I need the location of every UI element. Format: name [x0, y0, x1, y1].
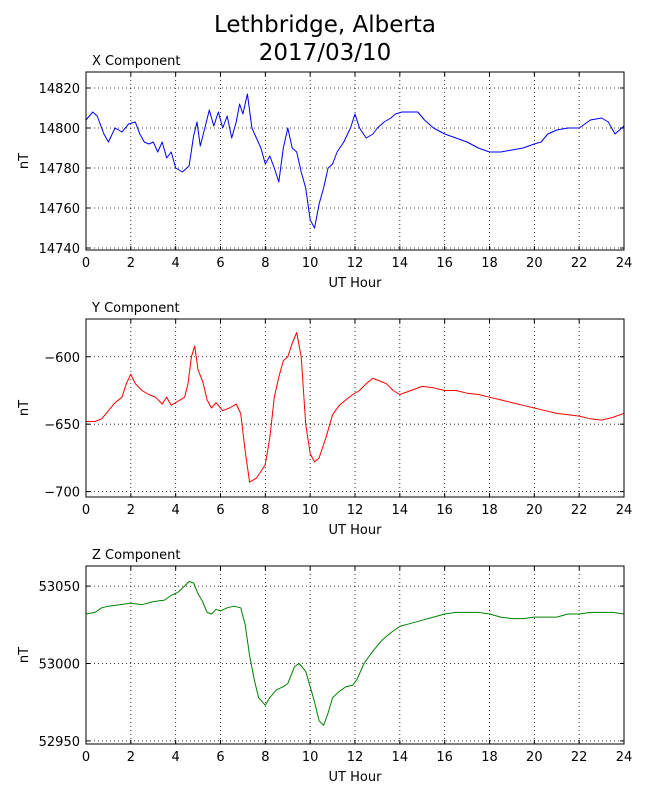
panel3-y-tick-label: 53000 [39, 658, 80, 673]
figure-title-line2: 2017/03/10 [258, 40, 392, 66]
figure-title-line1: Lethbridge, Alberta [213, 12, 436, 38]
panel3-x-tick-label: 2 [127, 750, 135, 765]
panel1-x-tick-label: 22 [571, 256, 588, 271]
panel2-x-tick-label: 22 [571, 503, 588, 518]
panel2-x-tick-label: 8 [261, 503, 269, 518]
panel2-x-tick-label: 10 [302, 503, 319, 518]
panel2-x-tick-label: 0 [82, 503, 90, 518]
panel2-y-tick-label: −650 [44, 418, 80, 433]
panel3-y-tick-label: 52950 [39, 735, 80, 750]
panel1-x-tick-label: 2 [127, 256, 135, 271]
panel3-x-tick-label: 8 [261, 750, 269, 765]
panel1-x-tick-label: 18 [481, 256, 498, 271]
panel3-y-tick-label: 53050 [39, 580, 80, 595]
panel3-x-tick-label: 12 [347, 750, 364, 765]
panel2-y-tick-label: −700 [44, 486, 80, 501]
panel1-x-tick-label: 20 [526, 256, 543, 271]
panel1-title: X Component [92, 54, 181, 69]
panel3-x-tick-label: 10 [302, 750, 319, 765]
panel3-y-axis-label: nT [17, 647, 32, 663]
panel1-x-tick-label: 4 [172, 256, 180, 271]
panel1-x-tick-label: 14 [392, 256, 409, 271]
panel3-x-tick-label: 16 [436, 750, 453, 765]
panel3-x-tick-label: 0 [82, 750, 90, 765]
panel2-x-tick-label: 4 [172, 503, 180, 518]
panel2-y-tick-label: −600 [44, 351, 80, 366]
panel2-x-tick-label: 20 [526, 503, 543, 518]
panel1-x-tick-label: 6 [216, 256, 224, 271]
panel2-y-axis-label: nT [17, 400, 32, 416]
panel3-x-tick-label: 22 [571, 750, 588, 765]
panel3-x-axis-label: UT Hour [329, 770, 383, 785]
panel1-y-tick-label: 14760 [39, 202, 80, 217]
panel3-x-tick-label: 14 [392, 750, 409, 765]
panel1-y-tick-label: 14820 [39, 82, 80, 97]
panel1-x-tick-label: 16 [436, 256, 453, 271]
panel2-x-tick-label: 16 [436, 503, 453, 518]
panel1-x-tick-label: 24 [616, 256, 633, 271]
panel3-x-tick-label: 18 [481, 750, 498, 765]
panel1-y-tick-label: 14780 [39, 162, 80, 177]
panel2-x-tick-label: 18 [481, 503, 498, 518]
panel1-series-line [85, 93, 625, 229]
panel1-y-tick-label: 14740 [39, 242, 80, 257]
panel2-title: Y Component [91, 301, 180, 316]
panel2-x-axis-label: UT Hour [329, 523, 383, 538]
panel3-title: Z Component [92, 548, 181, 563]
panel2-x-tick-label: 2 [127, 503, 135, 518]
panel1-x-tick-label: 8 [261, 256, 269, 271]
panel2-x-tick-label: 14 [392, 503, 409, 518]
panel1-axes-frame [85, 71, 625, 251]
panel3-x-tick-label: 20 [526, 750, 543, 765]
panel2-x-tick-label: 6 [216, 503, 224, 518]
panel3-x-tick-label: 24 [616, 750, 633, 765]
panel2-x-tick-label: 24 [616, 503, 633, 518]
panel3-series-line [85, 581, 625, 726]
panel3-x-tick-label: 6 [216, 750, 224, 765]
panel2-series-line [86, 332, 625, 483]
panel2-axes-frame [85, 318, 625, 498]
panel3-x-tick-label: 4 [172, 750, 180, 765]
panel1-x-axis-label: UT Hour [329, 276, 383, 291]
panel1-y-tick-label: 14800 [39, 122, 80, 137]
panel1-y-axis-label: nT [17, 153, 32, 169]
panel1-x-tick-label: 10 [302, 256, 319, 271]
panel1-x-tick-label: 12 [347, 256, 364, 271]
panel3-axes-frame [85, 565, 625, 745]
panel1-x-tick-label: 0 [82, 256, 90, 271]
panel2-x-tick-label: 12 [347, 503, 364, 518]
